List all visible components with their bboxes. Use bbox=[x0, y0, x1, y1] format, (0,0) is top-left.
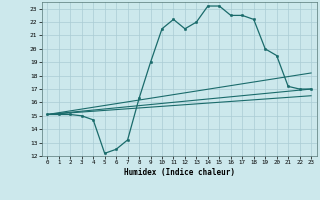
X-axis label: Humidex (Indice chaleur): Humidex (Indice chaleur) bbox=[124, 168, 235, 177]
